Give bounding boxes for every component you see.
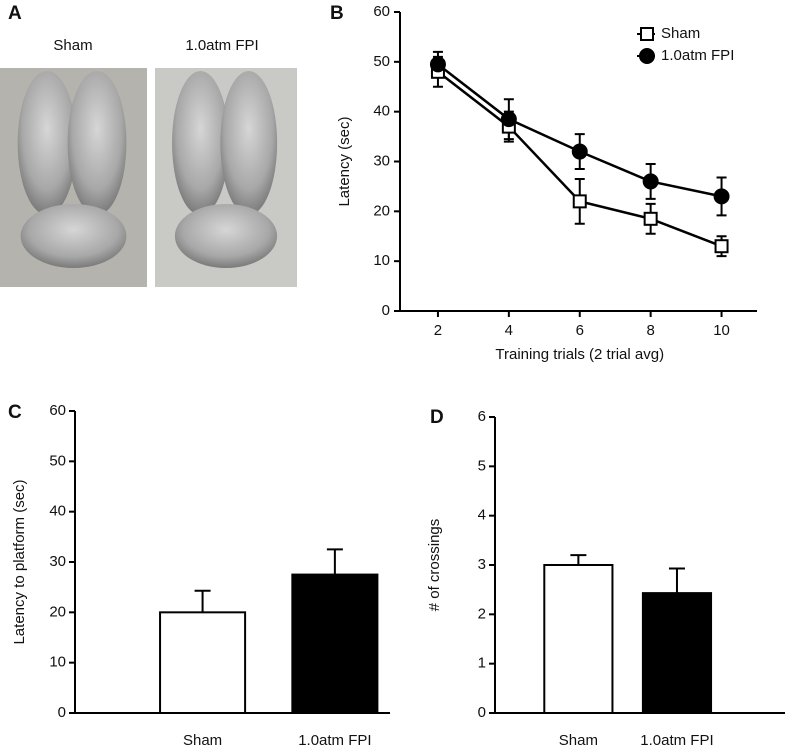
bar — [641, 592, 713, 714]
y-axis-label: Latency (sec) — [336, 116, 353, 206]
panel-label: C — [8, 402, 22, 423]
x-tick-label: Sham — [183, 732, 222, 749]
error-bar — [326, 548, 343, 575]
marker — [642, 173, 659, 190]
error-bar — [570, 554, 587, 565]
legend-marker — [639, 48, 655, 64]
marker — [500, 111, 517, 128]
brain-hemisphere — [172, 71, 229, 215]
x-tick-label: 6 — [576, 322, 584, 339]
x-tick-label: 10 — [713, 322, 730, 339]
marker — [714, 239, 729, 254]
y-tick-label: 50 — [373, 53, 390, 70]
y-tick-label: 60 — [49, 402, 66, 419]
y-axis-label: Latency to platform (sec) — [11, 479, 28, 644]
y-axis-label: # of crossings — [426, 519, 443, 612]
bar — [291, 573, 379, 714]
marker — [572, 194, 587, 209]
bar — [543, 564, 614, 714]
y-tick-label: 60 — [373, 3, 390, 20]
y-tick-label: 50 — [49, 452, 66, 469]
y-tick-label: 5 — [478, 457, 486, 474]
marker — [429, 56, 446, 73]
series-line — [437, 63, 722, 198]
panel-label: B — [330, 3, 344, 24]
y-tick-label: 20 — [373, 202, 390, 219]
y-tick-label: 10 — [373, 252, 390, 269]
y-tick-label: 40 — [49, 503, 66, 520]
legend-label: 1.0atm FPI — [661, 47, 734, 64]
error-bar — [194, 589, 211, 613]
y-tick-label: 0 — [478, 704, 486, 721]
y-tick-label: 30 — [49, 553, 66, 570]
y-tick-label: 10 — [49, 654, 66, 671]
marker — [713, 188, 730, 205]
y-tick-label: 0 — [382, 302, 390, 319]
x-tick-label: 2 — [434, 322, 442, 339]
brain-hemisphere — [17, 71, 77, 215]
x-tick-label: 1.0atm FPI — [640, 732, 713, 749]
x-tick-label: Sham — [559, 732, 598, 749]
x-tick-label: 4 — [505, 322, 513, 339]
brain-hemisphere — [220, 71, 278, 215]
y-tick-label: 3 — [478, 556, 486, 573]
y-tick-label: 40 — [373, 103, 390, 120]
panel-label: D — [430, 407, 444, 428]
y-tick-label: 30 — [373, 152, 390, 169]
legend-label: Sham — [661, 25, 700, 42]
cerebellum — [20, 204, 127, 268]
x-tick-label: 1.0atm FPI — [298, 732, 371, 749]
error-bar — [668, 567, 685, 594]
bar — [159, 611, 247, 714]
y-tick-label: 4 — [478, 507, 486, 524]
x-axis-label: Training trials (2 trial avg) — [495, 346, 664, 363]
y-tick-label: 6 — [478, 408, 486, 425]
y-tick-label: 0 — [58, 704, 66, 721]
brain-hemisphere — [67, 71, 127, 215]
image-caption: Sham — [53, 37, 92, 54]
legend-marker — [640, 27, 654, 41]
y-tick-label: 1 — [478, 655, 486, 672]
marker — [571, 143, 588, 160]
y-tick-label: 20 — [49, 603, 66, 620]
panel-label: A — [8, 3, 22, 24]
image-caption: 1.0atm FPI — [185, 37, 258, 54]
cerebellum — [174, 204, 278, 268]
marker — [643, 211, 658, 226]
y-tick-label: 2 — [478, 605, 486, 622]
x-tick-label: 8 — [646, 322, 654, 339]
